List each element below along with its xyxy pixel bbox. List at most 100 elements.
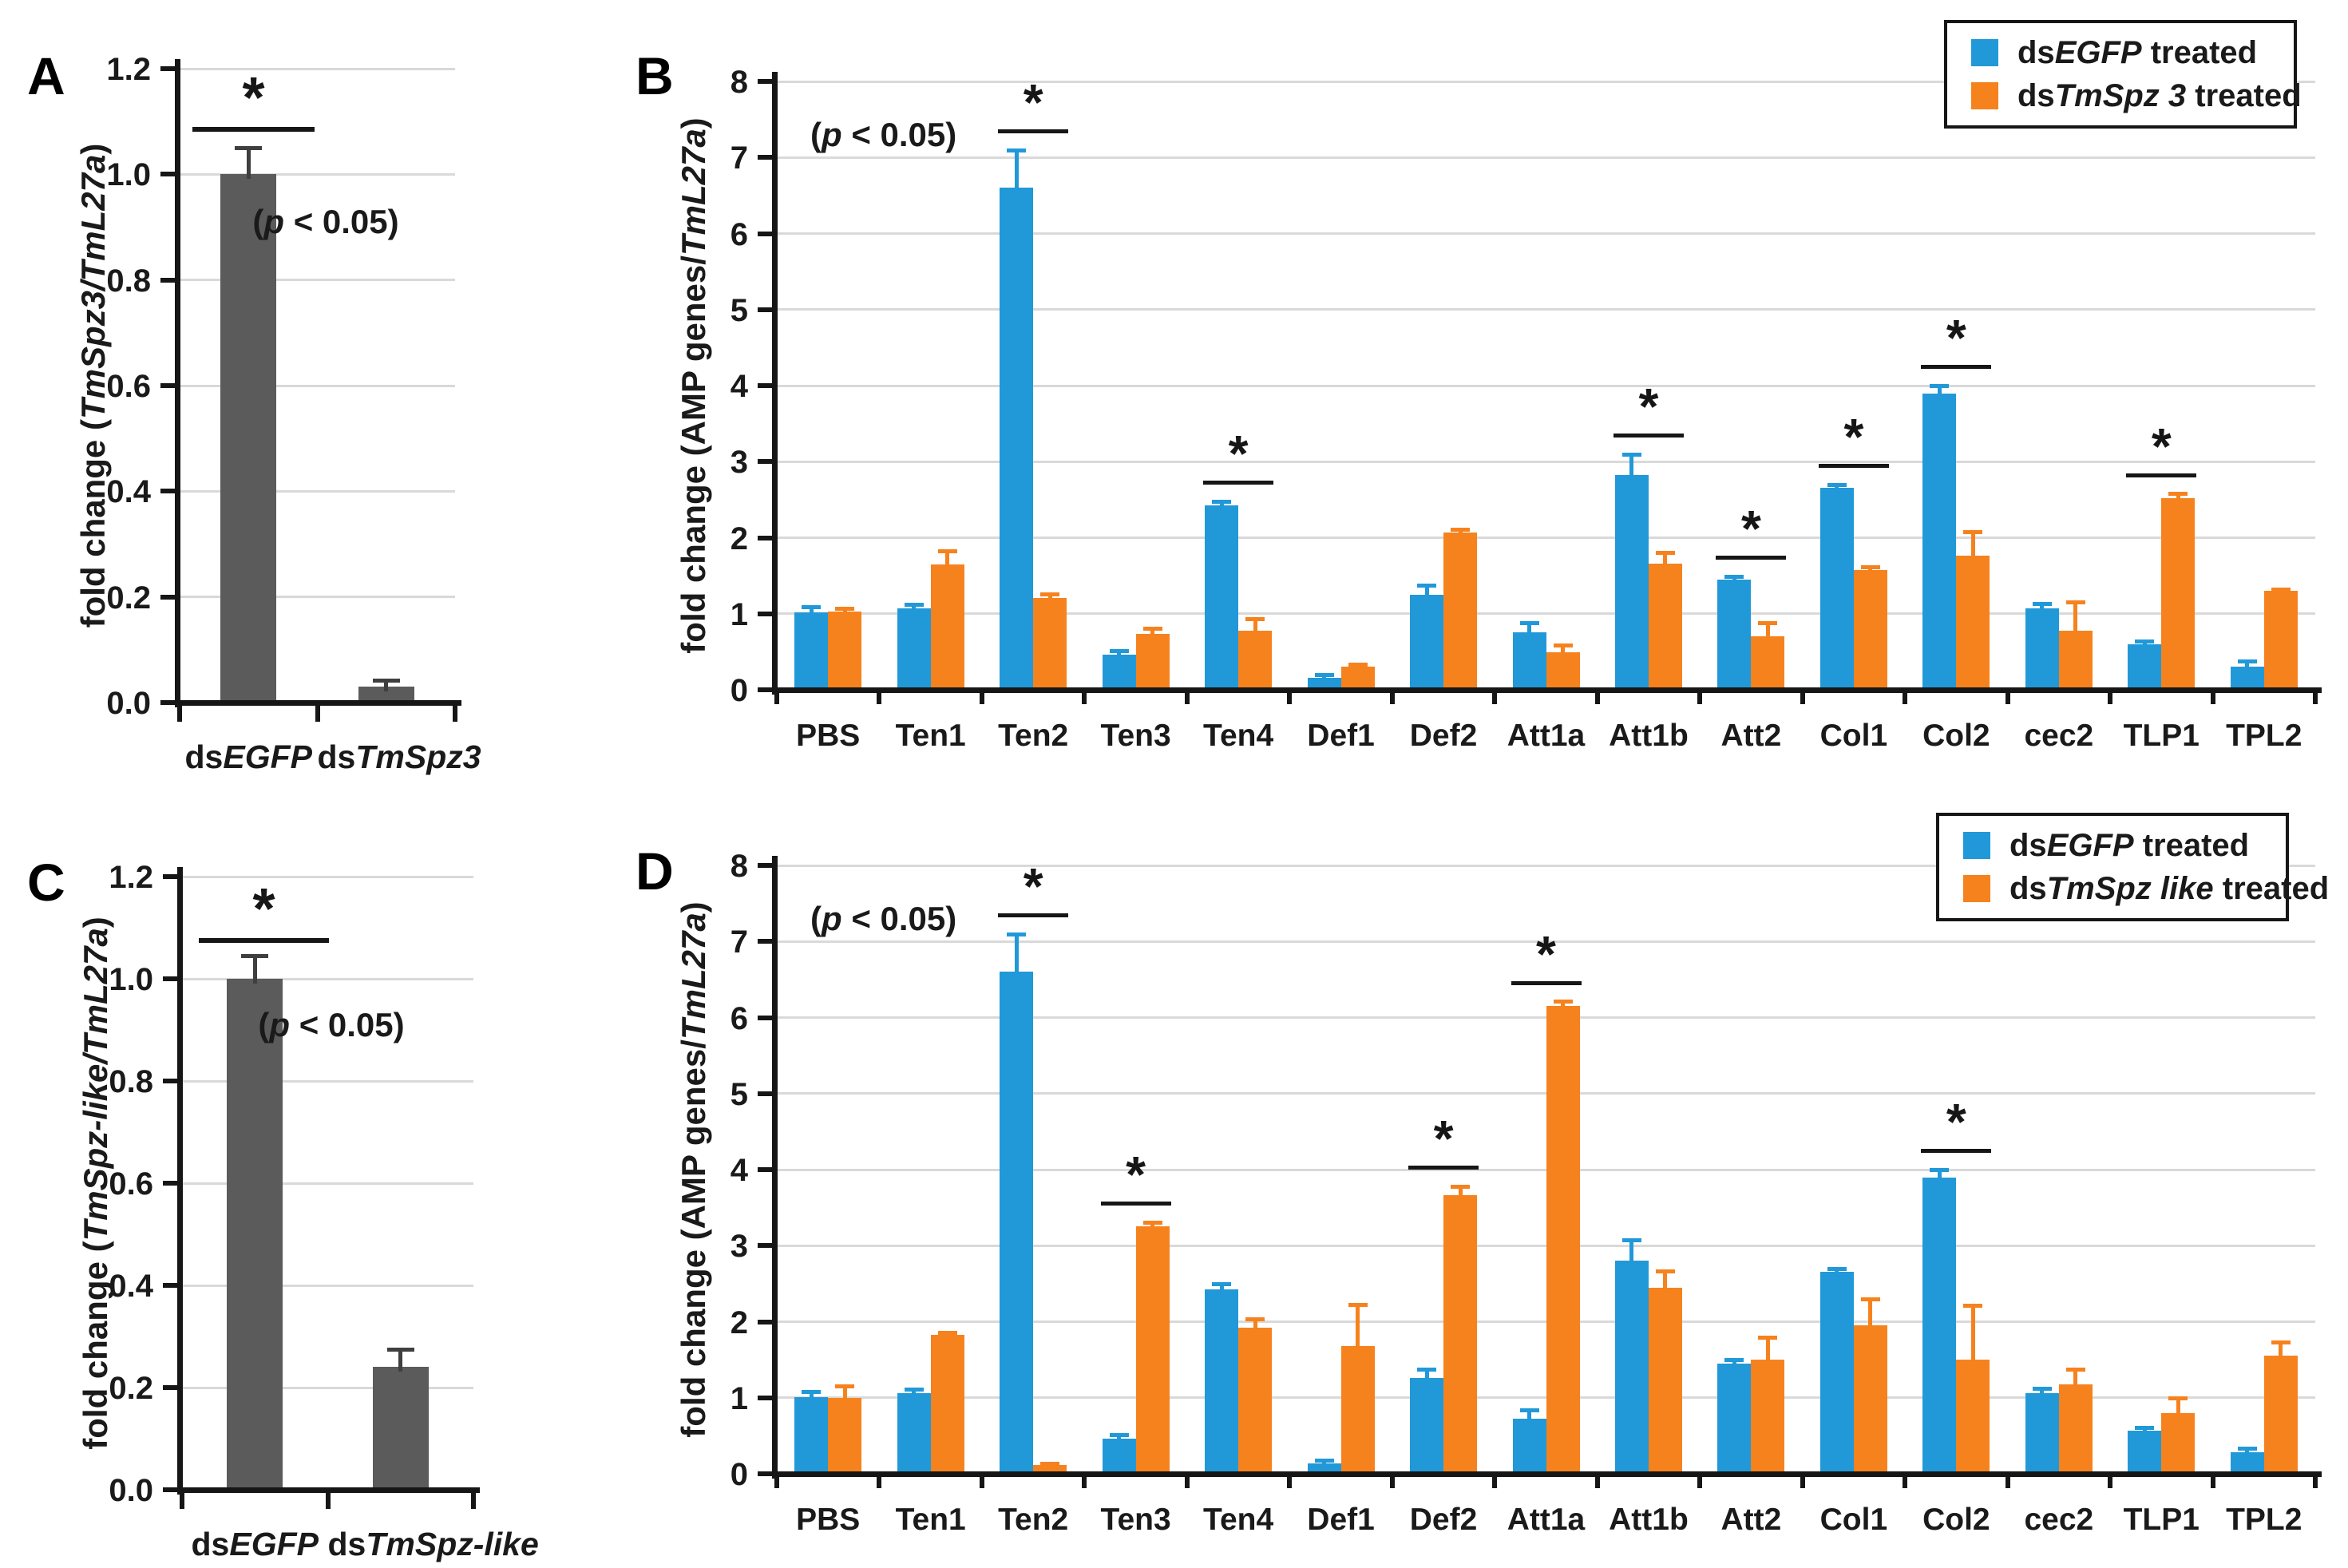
x-category-label-Def1: Def1 — [1307, 1503, 1375, 1537]
x-category-label-Def2: Def2 — [1409, 719, 1478, 753]
bar-b-Col2-s1 — [1956, 556, 1990, 690]
bar-b-Ten3-s0 — [1102, 655, 1136, 690]
p-value-annotation-seg-1: p — [822, 115, 842, 153]
error-bar-line — [2040, 604, 2045, 614]
x-category-label-seg-0: ds — [191, 1526, 230, 1562]
gridline-y4 — [777, 384, 2315, 387]
legend-label-1-seg-2: treated — [2213, 871, 2330, 906]
error-bar-line — [842, 608, 847, 616]
error-bar-cap — [1109, 1433, 1129, 1438]
error-bar-cap — [835, 607, 855, 612]
x-category-label-0: dsEGFP — [180, 741, 318, 774]
error-bar-cap — [241, 954, 269, 959]
y-tick-label: 7 — [730, 925, 748, 960]
bar-b-Col1-s1 — [1853, 569, 1887, 690]
x-tick-mark — [1903, 693, 1908, 704]
error-bar-line — [1322, 674, 1327, 683]
error-bar-cap — [802, 1390, 822, 1395]
y-tick-label: 5 — [730, 292, 748, 328]
y-tick-mark — [758, 1167, 772, 1172]
error-bar-line — [1868, 1298, 1873, 1331]
error-bar-cap — [1621, 1237, 1641, 1242]
error-bar-cap — [1212, 1281, 1232, 1286]
x-category-label-seg-0: ds — [327, 1526, 366, 1562]
y-tick-mark — [758, 231, 772, 236]
error-bar-cap — [1417, 1367, 1437, 1372]
legend-label-0-seg-2: treated — [2141, 35, 2258, 70]
bar-d-Att2-s0 — [1717, 1363, 1752, 1474]
p-value-annotation: (p < 0.05) — [258, 1008, 404, 1042]
x-category-label-1: dsTmSpz-like — [327, 1526, 539, 1562]
bar-c-cat0-s0 — [227, 979, 283, 1490]
error-bar-line — [809, 607, 814, 617]
x-tick-mark — [2005, 1477, 2010, 1488]
y-axis-title-seg-2: ) — [675, 901, 712, 913]
x-tick-mark — [1594, 693, 1600, 704]
y-tick-mark — [758, 611, 772, 616]
legend-box: dsEGFP treated dsTmSpz like treated — [1936, 813, 2329, 921]
error-bar-line — [1970, 531, 1975, 561]
x-tick-mark — [1287, 1477, 1293, 1488]
y-tick-label: 1.2 — [109, 860, 153, 895]
x-tick-mark — [177, 706, 182, 722]
y-tick-mark — [758, 1319, 772, 1324]
error-bar-line — [252, 956, 257, 984]
x-axis-line — [177, 1487, 480, 1493]
x-tick-mark — [877, 1477, 882, 1488]
gridline-y6 — [777, 232, 2315, 235]
error-bar-cap — [1519, 621, 1539, 626]
error-bar-line — [2176, 493, 2180, 503]
bar-d-Col2-s1 — [1956, 1360, 1990, 1474]
bar-b-Ten2-s0 — [1000, 188, 1034, 690]
p-value-annotation-seg-0: ( — [258, 1005, 270, 1043]
error-bar-line — [1117, 651, 1122, 660]
error-bar-cap — [1860, 564, 1880, 569]
significance-line-Ten3 — [1100, 1202, 1171, 1206]
error-bar-cap — [1040, 1461, 1060, 1466]
y-tick-label: 2 — [730, 521, 748, 556]
significance-line-Att1b — [1613, 434, 1684, 438]
bar-b-Att1b-s1 — [1648, 563, 1682, 690]
bar-d-Ten3-s1 — [1135, 1226, 1170, 1474]
x-tick-mark — [2210, 693, 2215, 704]
error-bar-cap — [2135, 639, 2155, 644]
x-tick-mark — [2108, 693, 2113, 704]
y-tick-mark — [758, 687, 772, 692]
y-tick-label: 0.4 — [109, 1269, 153, 1304]
error-bar-cap — [1007, 932, 1027, 936]
y-tick-mark — [163, 1283, 177, 1288]
bar-b-Col2-s0 — [1922, 393, 1957, 690]
error-bar-cap — [1930, 1168, 1950, 1172]
error-bar-cap — [1314, 672, 1334, 677]
error-bar-cap — [1930, 384, 1950, 388]
error-bar-cap — [1827, 1266, 1847, 1271]
bar-d-cec2-s0 — [2025, 1393, 2059, 1474]
gridline-y1.2 — [182, 875, 473, 878]
y-axis-title: fold change (AMP genes/TmL27a) — [675, 901, 712, 1437]
x-category-label-Col2: Col2 — [1922, 1503, 1990, 1537]
error-bar-line — [2245, 1447, 2250, 1458]
y-tick-mark — [758, 1243, 772, 1249]
bar-b-Att1b-s0 — [1614, 475, 1649, 690]
bar-d-Ten4-s0 — [1205, 1289, 1239, 1474]
error-bar-cap — [904, 603, 924, 608]
x-category-label-Col1: Col1 — [1819, 1503, 1888, 1537]
error-bar-line — [1732, 576, 1736, 584]
error-bar-line — [1835, 484, 1839, 493]
error-bar-line — [1663, 552, 1668, 568]
legend-label-0-seg-1: EGFP — [2054, 35, 2142, 70]
p-value-annotation-seg-0: ( — [252, 202, 264, 240]
y-tick-label: 0.6 — [106, 369, 151, 404]
x-category-label-0: dsEGFP — [182, 1528, 328, 1561]
y-tick-mark — [758, 383, 772, 388]
x-category-label-seg-1: TmSpz-like — [366, 1526, 539, 1562]
gridline-y7 — [777, 156, 2315, 159]
error-bar-line — [2279, 1342, 2283, 1361]
legend-item-1: dsTmSpz like treated — [1963, 873, 2329, 905]
error-bar-cap — [1963, 529, 1983, 534]
y-tick-label: 6 — [730, 216, 748, 252]
legend-item-0: dsEGFP treated — [1963, 830, 2270, 861]
y-axis-line — [177, 867, 183, 1495]
legend-box: dsEGFP treated dsTmSpz 3 treated — [1944, 20, 2302, 129]
